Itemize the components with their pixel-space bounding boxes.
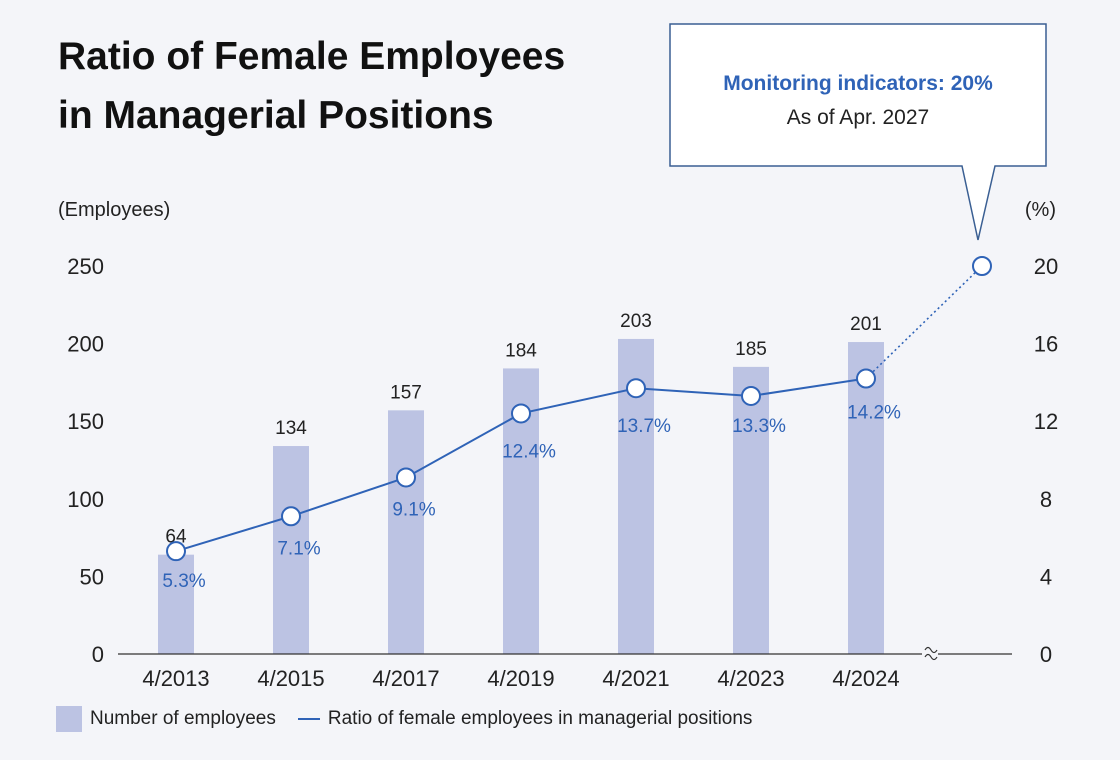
right-tick-label: 8 <box>1040 487 1052 512</box>
ratio-marker <box>741 385 761 406</box>
legend: Number of employees Ratio of female empl… <box>56 706 752 732</box>
category-label: 4/2017 <box>372 666 439 691</box>
bar-value-label: 184 <box>505 340 537 361</box>
target-callout-box <box>669 23 1047 241</box>
category-label: 4/2021 <box>602 666 669 691</box>
legend-bar-swatch <box>56 706 82 732</box>
ratio-value-label: 13.3% <box>732 416 786 437</box>
left-tick-label: 200 <box>67 332 104 357</box>
category-label: 4/2015 <box>257 666 324 691</box>
ratio-marker <box>626 378 646 399</box>
target-callout-title: Monitoring indicators: 20% <box>723 72 993 95</box>
bar-value-label: 157 <box>390 382 422 403</box>
legend-bar-label: Number of employees <box>90 708 276 729</box>
left-axis-title: (Employees) <box>58 199 170 221</box>
bar <box>848 342 884 654</box>
left-tick-label: 100 <box>67 487 104 512</box>
left-tick-label: 0 <box>92 642 104 667</box>
target-marker <box>972 256 992 276</box>
legend-line-swatch <box>297 718 320 720</box>
category-label: 4/2019 <box>487 666 554 691</box>
ratio-value-label: 14.2% <box>847 403 901 424</box>
right-tick-label: 0 <box>1040 642 1052 667</box>
bar-value-label: 203 <box>620 311 652 332</box>
left-tick-label: 150 <box>67 409 104 434</box>
chart-title: Ratio of Female Employees in Managerial … <box>58 28 565 145</box>
target-callout-subtitle: As of Apr. 2027 <box>787 106 929 129</box>
ratio-marker <box>396 467 416 488</box>
category-label: 4/2023 <box>717 666 784 691</box>
bar <box>273 446 309 654</box>
bar-value-label: 64 <box>165 527 187 548</box>
right-tick-label: 16 <box>1034 332 1058 357</box>
category-label: 4/2024 <box>832 666 899 691</box>
axis-break-mark <box>924 646 938 654</box>
bar-value-label: 134 <box>275 418 307 439</box>
axis-break-mark <box>924 653 938 661</box>
ratio-value-label: 5.3% <box>162 571 205 592</box>
chart-title-line-1: Ratio of Female Employees <box>58 35 566 78</box>
bar <box>733 366 769 654</box>
ratio-value-label: 12.4% <box>502 441 556 462</box>
bar-value-label: 185 <box>735 339 767 360</box>
bar <box>388 410 424 654</box>
right-tick-label: 12 <box>1034 409 1058 434</box>
target-projection-line <box>865 265 983 380</box>
chart-title-line-2: in Managerial Positions <box>58 93 494 137</box>
ratio-marker <box>511 403 531 424</box>
bar-value-label: 201 <box>850 314 882 335</box>
ratio-marker <box>166 541 186 562</box>
ratio-value-label: 13.7% <box>617 416 671 437</box>
category-label: 4/2013 <box>142 666 209 691</box>
right-tick-label: 20 <box>1034 254 1058 279</box>
ratio-marker <box>281 506 301 527</box>
legend-line-label: Ratio of female employees in managerial … <box>327 708 753 729</box>
left-tick-label: 50 <box>80 564 104 589</box>
ratio-value-label: 7.1% <box>277 538 320 559</box>
left-tick-label: 250 <box>67 254 104 279</box>
bar <box>158 554 194 654</box>
right-axis-title: (%) <box>1025 199 1056 221</box>
right-tick-label: 4 <box>1040 564 1052 589</box>
ratio-marker <box>856 368 876 389</box>
ratio-value-label: 9.1% <box>392 499 435 520</box>
